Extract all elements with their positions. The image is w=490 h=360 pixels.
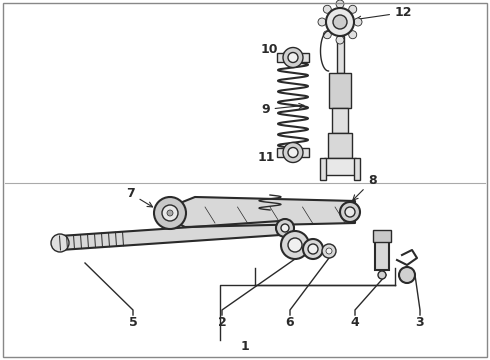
Bar: [324, 158, 356, 175]
Circle shape: [281, 231, 309, 259]
Circle shape: [283, 48, 303, 68]
Circle shape: [345, 207, 355, 217]
Circle shape: [349, 5, 357, 13]
Circle shape: [354, 18, 362, 26]
Text: 2: 2: [218, 315, 226, 328]
Circle shape: [333, 15, 347, 29]
Circle shape: [336, 36, 344, 44]
Bar: [354, 158, 360, 180]
Circle shape: [340, 202, 360, 222]
Circle shape: [322, 244, 336, 258]
Text: 8: 8: [353, 174, 377, 200]
Circle shape: [303, 239, 323, 259]
Text: 4: 4: [351, 315, 359, 328]
Circle shape: [336, 0, 344, 8]
Circle shape: [283, 143, 303, 162]
Bar: [320, 158, 326, 180]
Circle shape: [318, 18, 326, 26]
Bar: [337, 36, 343, 73]
Bar: [375, 240, 389, 270]
Circle shape: [326, 8, 354, 36]
Circle shape: [288, 238, 302, 252]
Circle shape: [281, 224, 289, 232]
Circle shape: [288, 53, 298, 63]
Text: 9: 9: [261, 103, 304, 116]
Text: 5: 5: [129, 315, 137, 328]
Circle shape: [326, 248, 332, 254]
Bar: [332, 108, 348, 133]
Circle shape: [51, 234, 69, 252]
Text: 12: 12: [356, 6, 413, 21]
Circle shape: [276, 219, 294, 237]
Text: 1: 1: [241, 341, 249, 354]
Bar: [329, 73, 351, 108]
Circle shape: [349, 31, 357, 39]
Bar: [277, 53, 309, 62]
Circle shape: [323, 31, 331, 39]
Polygon shape: [165, 197, 355, 227]
Text: 10: 10: [261, 42, 303, 58]
Text: 3: 3: [416, 315, 424, 328]
Text: 11: 11: [258, 150, 303, 163]
Circle shape: [378, 271, 386, 279]
Bar: [328, 133, 352, 158]
Circle shape: [399, 267, 415, 283]
Circle shape: [162, 205, 178, 221]
Bar: [277, 148, 309, 157]
Text: 6: 6: [286, 315, 294, 328]
Circle shape: [323, 5, 331, 13]
Text: 7: 7: [126, 187, 152, 207]
Circle shape: [308, 244, 318, 254]
Circle shape: [288, 148, 298, 158]
Circle shape: [154, 197, 186, 229]
Circle shape: [167, 210, 173, 216]
Polygon shape: [59, 221, 280, 250]
Bar: [373, 230, 391, 242]
